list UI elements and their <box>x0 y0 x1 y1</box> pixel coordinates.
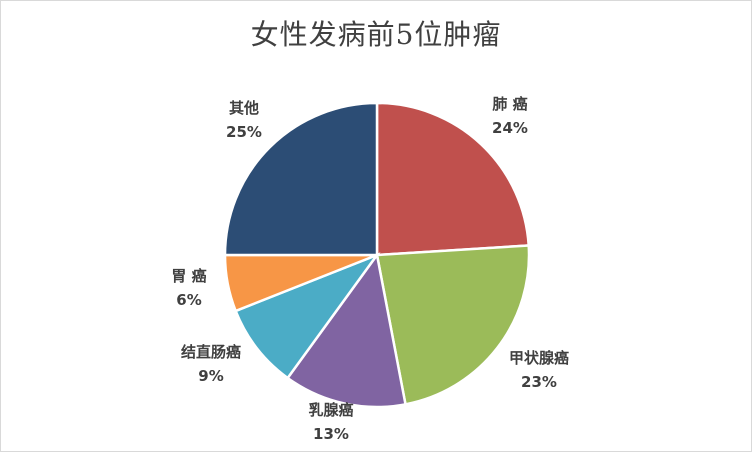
slice-percent-label: 23% <box>521 373 557 391</box>
slice-percent-label: 6% <box>176 291 201 309</box>
slice-name-label: 结直肠癌 <box>181 343 241 361</box>
slice-percent-label: 24% <box>492 119 528 137</box>
pie-slice-2 <box>375 244 531 406</box>
pie-slice-4 <box>234 252 381 380</box>
slice-name-label: 其他 <box>229 99 259 117</box>
chart-title: 女性发病前5位肿瘤 <box>250 18 502 51</box>
slice-name-label: 肺 癌 <box>492 95 527 113</box>
slice-name-label: 乳腺癌 <box>308 401 353 419</box>
pie-slice-6 <box>223 101 379 257</box>
pie-slice-3 <box>285 251 407 409</box>
pie-slice-1 <box>375 101 531 257</box>
slice-name-label: 胃 癌 <box>171 267 206 285</box>
slice-name-label: 甲状腺癌 <box>509 349 569 367</box>
slice-percent-label: 25% <box>226 123 262 141</box>
slice-percent-label: 13% <box>313 425 349 443</box>
slice-percent-label: 9% <box>198 367 223 385</box>
